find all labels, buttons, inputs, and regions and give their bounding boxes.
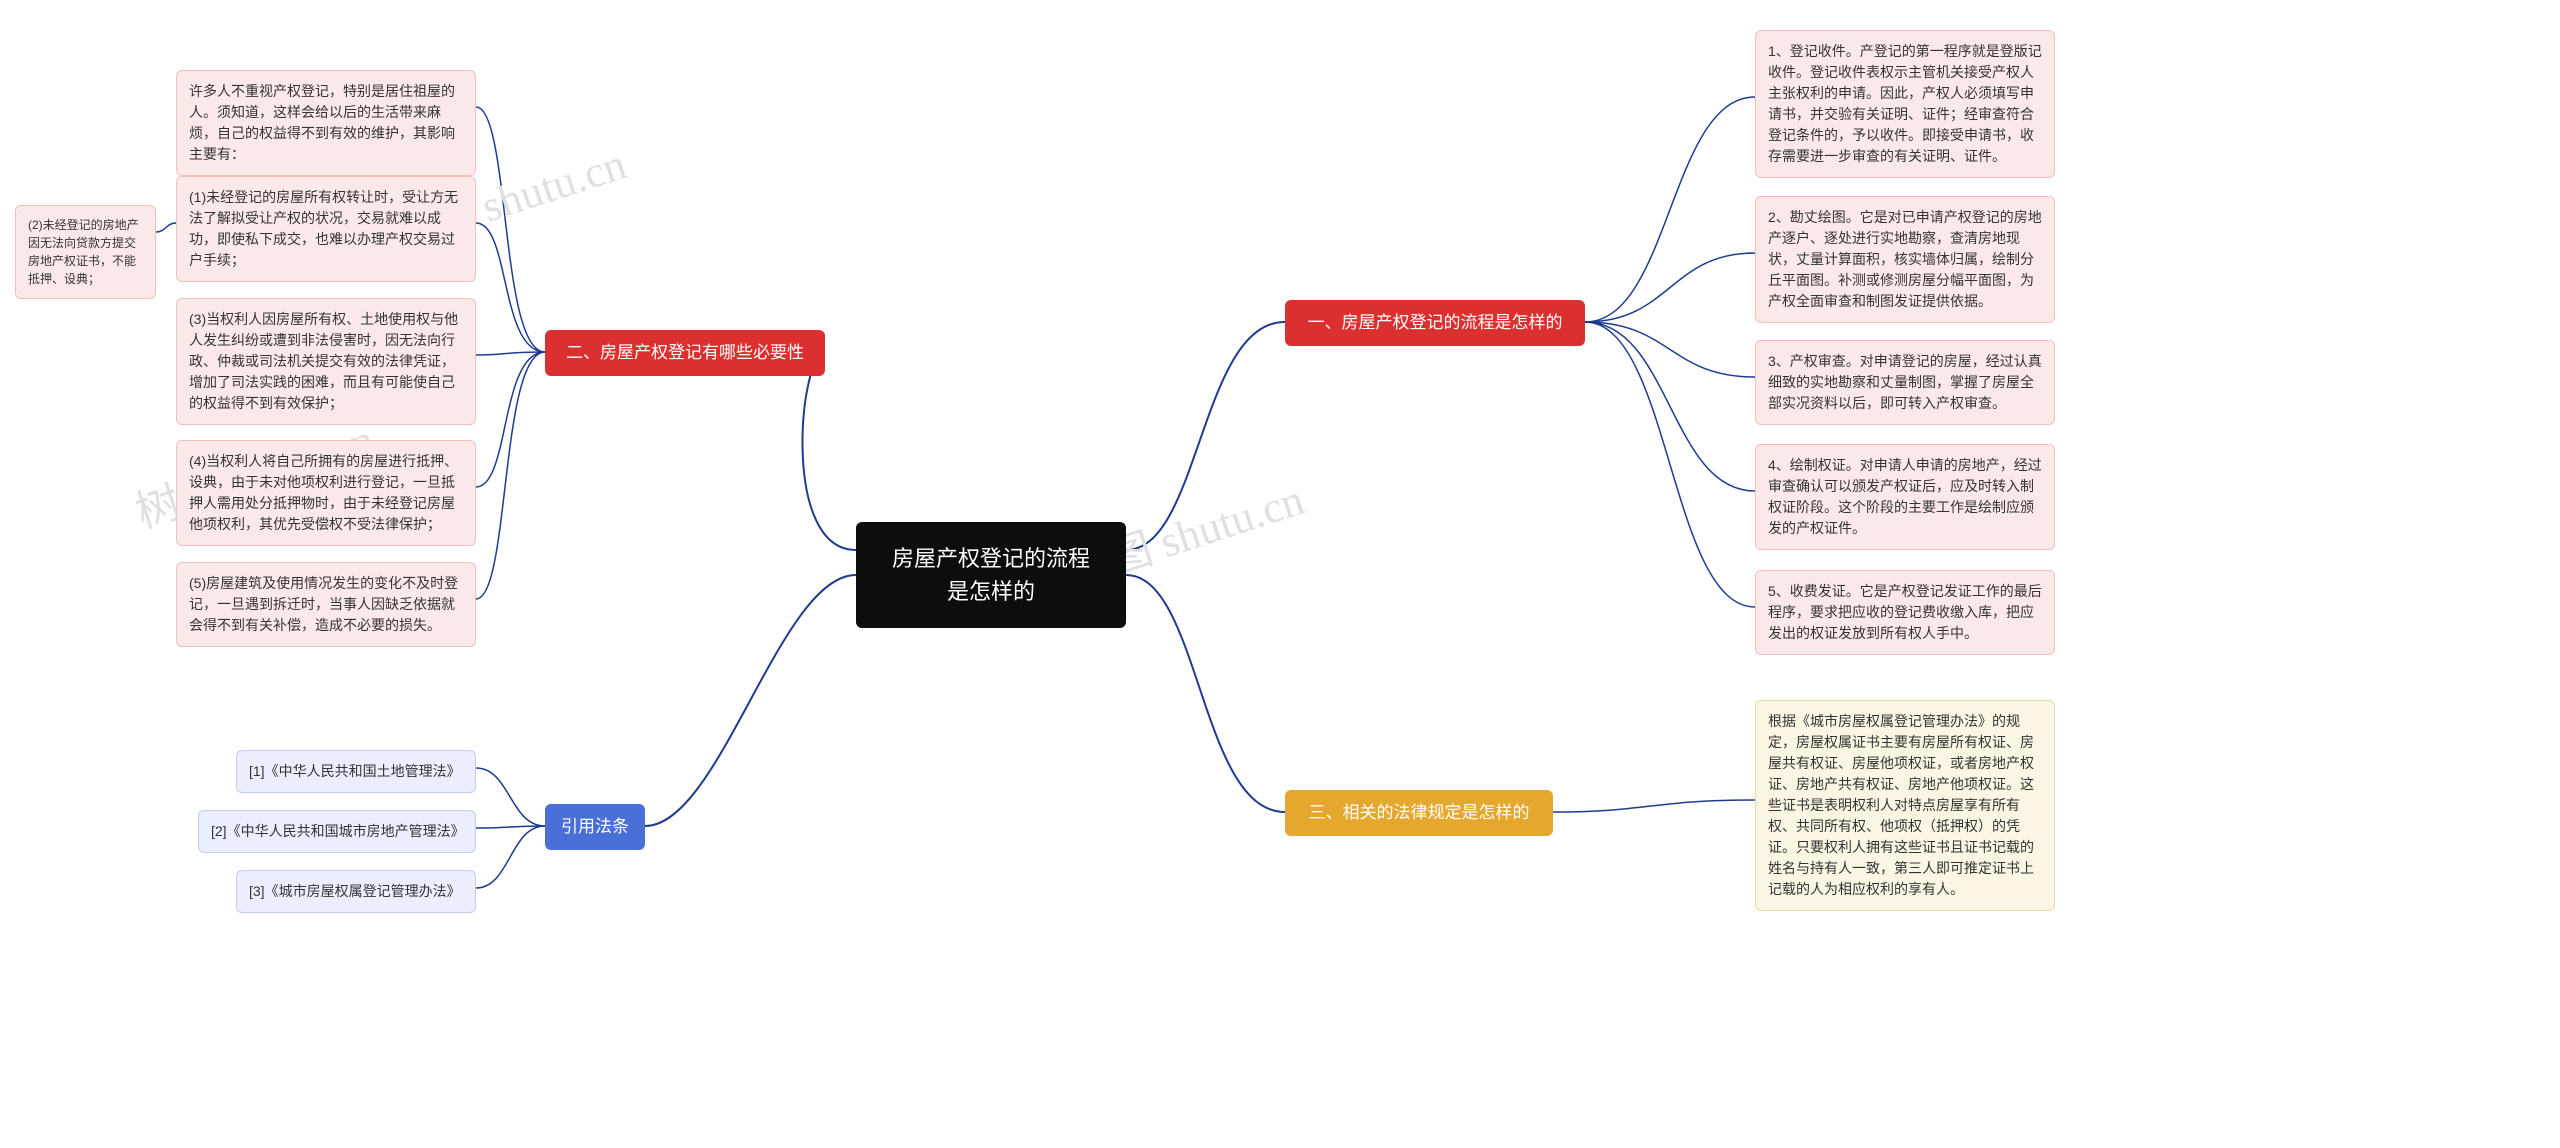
leaf-b2-4: (4)当权利人将自己所拥有的房屋进行抵押、设典，由于未对他项权利进行登记，一旦抵… bbox=[176, 440, 476, 546]
branch-citations: 引用法条 bbox=[545, 804, 645, 850]
leaf-b2-1b: (2)未经登记的房地产因无法向贷款方提交房地产权证书，不能抵押、设典； bbox=[15, 205, 156, 299]
leaf-b2-5: (5)房屋建筑及使用情况发生的变化不及时登记，一旦遇到拆迁时，当事人因缺乏依据就… bbox=[176, 562, 476, 647]
branch-section-2: 二、房屋产权登记有哪些必要性 bbox=[545, 330, 825, 376]
leaf-text: 2、勘丈绘图。它是对已申请产权登记的房地产逐户、逐处进行实地勘察，查清房地现状，… bbox=[1768, 207, 2042, 312]
leaf-text: 根据《城市房屋权属登记管理办法》的规定，房屋权属证书主要有房屋所有权证、房屋共有… bbox=[1768, 711, 2042, 900]
branch-section-3: 三、相关的法律规定是怎样的 bbox=[1285, 790, 1553, 836]
branch-section-1: 一、房屋产权登记的流程是怎样的 bbox=[1285, 300, 1585, 346]
leaf-text: 3、产权审查。对申请登记的房屋，经过认真细致的实地勘察和丈量制图，掌握了房屋全部… bbox=[1768, 351, 2042, 414]
leaf-citation-2: [2]《中华人民共和国城市房地产管理法》 bbox=[198, 810, 476, 853]
leaf-b2-intro: 许多人不重视产权登记，特别是居住祖屋的人。须知道，这样会给以后的生活带来麻烦，自… bbox=[176, 70, 476, 176]
leaf-text: [1]《中华人民共和国土地管理法》 bbox=[249, 761, 461, 782]
branch-label: 引用法条 bbox=[561, 814, 629, 840]
leaf-b1-1: 1、登记收件。产登记的第一程序就是登版记收件。登记收件表权示主管机关接受产权人主… bbox=[1755, 30, 2055, 178]
branch-label: 二、房屋产权登记有哪些必要性 bbox=[566, 340, 804, 366]
leaf-text: (5)房屋建筑及使用情况发生的变化不及时登记，一旦遇到拆迁时，当事人因缺乏依据就… bbox=[189, 573, 463, 636]
leaf-b1-4: 4、绘制权证。对申请人申请的房地产，经过审查确认可以颁发产权证后，应及时转入制权… bbox=[1755, 444, 2055, 550]
leaf-text: 1、登记收件。产登记的第一程序就是登版记收件。登记收件表权示主管机关接受产权人主… bbox=[1768, 41, 2042, 167]
root-label: 房屋产权登记的流程是怎样的 bbox=[884, 542, 1098, 608]
root-node: 房屋产权登记的流程是怎样的 bbox=[856, 522, 1126, 628]
leaf-citation-3: [3]《城市房屋权属登记管理办法》 bbox=[236, 870, 476, 913]
leaf-text: [3]《城市房屋权属登记管理办法》 bbox=[249, 881, 461, 902]
leaf-text: (2)未经登记的房地产因无法向贷款方提交房地产权证书，不能抵押、设典； bbox=[28, 216, 143, 288]
watermark: shutu.cn bbox=[476, 138, 632, 232]
leaf-text: (3)当权利人因房屋所有权、土地使用权与他人发生纠纷或遭到非法侵害时，因无法向行… bbox=[189, 309, 463, 414]
leaf-text: 5、收费发证。它是产权登记发证工作的最后程序，要求把应收的登记费收缴入库，把应发… bbox=[1768, 581, 2042, 644]
leaf-b2-3: (3)当权利人因房屋所有权、土地使用权与他人发生纠纷或遭到非法侵害时，因无法向行… bbox=[176, 298, 476, 425]
leaf-b3-1: 根据《城市房屋权属登记管理办法》的规定，房屋权属证书主要有房屋所有权证、房屋共有… bbox=[1755, 700, 2055, 911]
leaf-b1-5: 5、收费发证。它是产权登记发证工作的最后程序，要求把应收的登记费收缴入库，把应发… bbox=[1755, 570, 2055, 655]
leaf-b1-2: 2、勘丈绘图。它是对已申请产权登记的房地产逐户、逐处进行实地勘察，查清房地现状，… bbox=[1755, 196, 2055, 323]
leaf-b1-3: 3、产权审查。对申请登记的房屋，经过认真细致的实地勘察和丈量制图，掌握了房屋全部… bbox=[1755, 340, 2055, 425]
branch-label: 一、房屋产权登记的流程是怎样的 bbox=[1308, 310, 1563, 336]
leaf-text: (4)当权利人将自己所拥有的房屋进行抵押、设典，由于未对他项权利进行登记，一旦抵… bbox=[189, 451, 463, 535]
leaf-text: 4、绘制权证。对申请人申请的房地产，经过审查确认可以颁发产权证后，应及时转入制权… bbox=[1768, 455, 2042, 539]
leaf-b2-1: (1)未经登记的房屋所有权转让时，受让方无法了解拟受让产权的状况，交易就难以成功… bbox=[176, 176, 476, 282]
leaf-text: 许多人不重视产权登记，特别是居住祖屋的人。须知道，这样会给以后的生活带来麻烦，自… bbox=[189, 81, 463, 165]
branch-label: 三、相关的法律规定是怎样的 bbox=[1309, 800, 1530, 826]
leaf-text: (1)未经登记的房屋所有权转让时，受让方无法了解拟受让产权的状况，交易就难以成功… bbox=[189, 187, 463, 271]
leaf-citation-1: [1]《中华人民共和国土地管理法》 bbox=[236, 750, 476, 793]
leaf-text: [2]《中华人民共和国城市房地产管理法》 bbox=[211, 821, 463, 842]
